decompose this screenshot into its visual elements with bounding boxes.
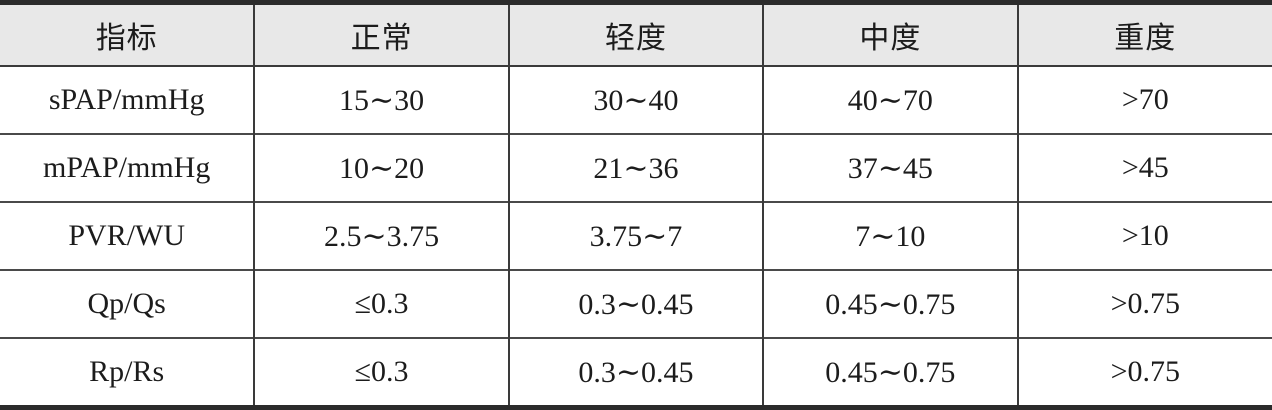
row-label: Rp/Rs [0,337,255,408]
header-row: 指标 正常 轻度 中度 重度 [0,2,1272,67]
table-cell: 21∼36 [507,133,764,202]
table-cell: 15∼30 [253,66,509,134]
row-label: mPAP/mmHg [0,133,255,202]
table-cell: 7∼10 [762,201,1018,270]
table-cell: >0.75 [1016,337,1272,408]
table-cell: 2.5∼3.75 [253,201,509,270]
header-cell-mild: 轻度 [507,2,764,67]
table-cell: >0.75 [1016,269,1272,338]
table-cell: 0.45∼0.75 [762,337,1018,408]
header-cell-normal: 正常 [253,2,509,67]
table-cell: 0.3∼0.45 [507,269,764,338]
table-row: mPAP/mmHg 10∼20 21∼36 37∼45 >45 [0,133,1272,202]
row-label: PVR/WU [0,201,255,270]
row-label: Qp/Qs [0,269,255,338]
table-cell: >45 [1016,133,1272,202]
table-cell: ≤0.3 [253,337,509,408]
table-row: Qp/Qs ≤0.3 0.3∼0.45 0.45∼0.75 >0.75 [0,269,1272,338]
table-cell: 0.45∼0.75 [762,269,1018,338]
table-cell: 37∼45 [762,133,1018,202]
table-cell: ≤0.3 [253,269,509,338]
row-label: sPAP/mmHg [48,83,205,116]
table-cell: >70 [1016,66,1272,134]
header-cell-indicator: 指标 [0,2,255,67]
table-cell: 0.3∼0.45 [507,337,764,408]
table-cell: 30∼40 [507,66,764,134]
table-cell: >10 [1016,201,1272,270]
table-cell: 40∼70 [762,66,1018,134]
table-row: Rp/Rs ≤0.3 0.3∼0.45 0.45∼0.75 >0.75 [0,337,1272,408]
table-cell: 10∼20 [253,133,509,202]
table-row: PVR/WU 2.5∼3.75 3.75∼7 7∼10 >10 [0,201,1272,270]
table-row: sPAP/mmHg 15∼30 30∼40 40∼70 >70 [0,66,1272,134]
header-cell-severe: 重度 [1016,2,1272,67]
table-cell: 3.75∼7 [507,201,764,270]
header-cell-moderate: 中度 [762,2,1018,67]
